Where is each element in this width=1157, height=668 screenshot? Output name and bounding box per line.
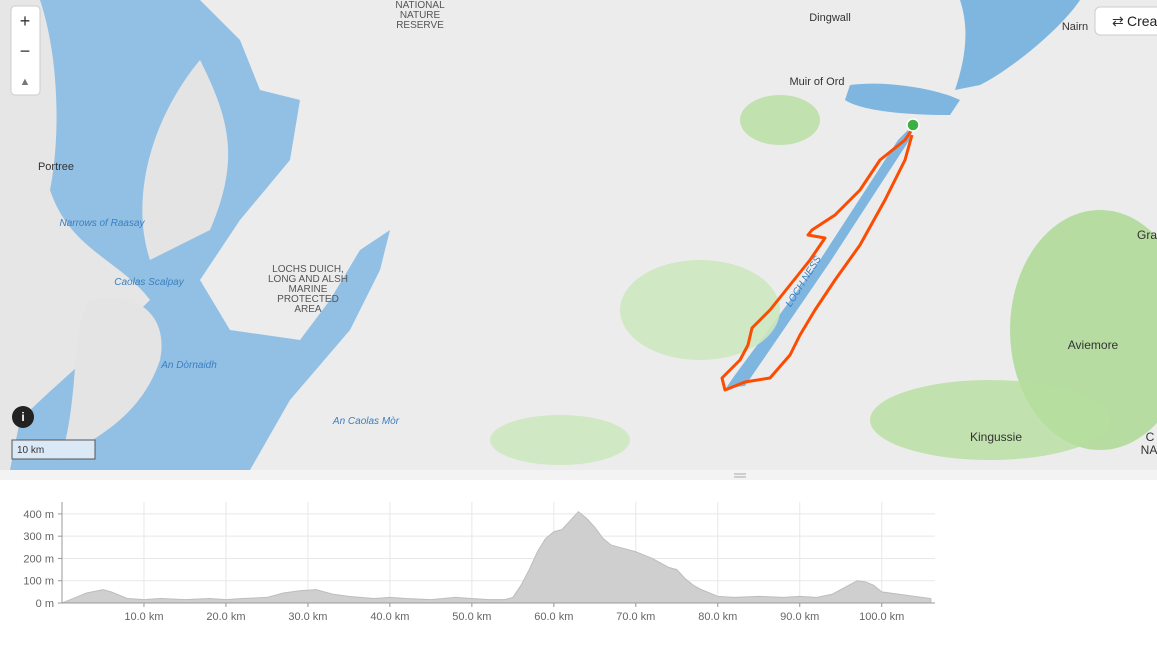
y-tick-label: 400 m [23, 509, 54, 521]
map-label: Caolas Scalpay [114, 277, 184, 288]
x-tick-label: 80.0 km [698, 611, 737, 623]
map-label-line: Caolas Scalpay [114, 277, 184, 288]
map-label: Aviemore [1068, 338, 1119, 352]
map-label-line: NA [1141, 443, 1157, 457]
x-tick-label: 90.0 km [780, 611, 819, 623]
map-label-line: Aviemore [1068, 338, 1119, 352]
map-label-line: MARINE [289, 284, 328, 295]
info-icon[interactable]: i [21, 410, 24, 424]
x-tick-label: 40.0 km [370, 611, 409, 623]
map-label: An Dòrnaidh [160, 360, 217, 371]
map-label: Gra [1137, 228, 1157, 242]
map-label: Kingussie [970, 430, 1022, 444]
info-button[interactable] [12, 406, 34, 428]
x-tick-label: 100.0 km [859, 611, 904, 623]
map-label-line: LOCHS DUICH, [272, 264, 344, 275]
y-tick-label: 300 m [23, 531, 54, 543]
compass[interactable]: ▲ [20, 76, 31, 88]
map-label: NATIONAL NATURE RESERVE [395, 0, 445, 31]
map-label-line: Gra [1137, 228, 1157, 242]
map [0, 0, 1157, 470]
map-label: C [1146, 430, 1155, 444]
map-label-line: Dingwall [809, 12, 851, 24]
divider[interactable] [0, 470, 1157, 480]
y-tick-label: 0 m [36, 598, 54, 610]
create-icon: ⇄ [1112, 13, 1124, 29]
x-tick-label: 20.0 km [206, 611, 245, 623]
x-tick-label: 70.0 km [616, 611, 655, 623]
map-label: Narrows of Raasay [59, 218, 145, 229]
elevation-chart: 0 m 100 m 200 m 300 m 400 m 10.0 km 20.0 km 30.… [23, 502, 935, 623]
map-label-line: Nairn [1062, 21, 1088, 33]
map-label: An Caolas Mòr [332, 416, 400, 427]
map-label-line: LONG AND ALSH [268, 274, 348, 285]
zoom-in[interactable]: + [20, 11, 31, 31]
map-label-line: C [1146, 430, 1155, 444]
map-label-line: Muir of Ord [789, 76, 844, 88]
map-label-line: An Dòrnaidh [160, 360, 217, 371]
scale-bar [11, 439, 96, 460]
map-label-line: PROTECTED [277, 294, 339, 305]
elevation-area [61, 510, 932, 604]
map-label: Nairn [1062, 21, 1088, 33]
map-label-line: Portree [38, 161, 74, 173]
map-label-line: RESERVE [396, 20, 444, 31]
map-label: Portree [38, 161, 74, 173]
map-label-line: An Caolas Mòr [332, 416, 400, 427]
create-label[interactable]: Crea [1127, 13, 1157, 29]
y-tick-label: 100 m [23, 576, 54, 588]
map-label-line: NATURE [400, 10, 441, 21]
map-label-line: NATIONAL [395, 0, 445, 11]
map-label-line: Kingussie [970, 430, 1022, 444]
map-controls: + − ▲ i 10 km ⇄ Crea [10, 5, 1157, 460]
x-tick-label: 50.0 km [452, 611, 491, 623]
x-tick-label: 60.0 km [534, 611, 573, 623]
map-label: Muir of Ord [789, 76, 844, 88]
create-button[interactable] [1094, 6, 1157, 36]
y-tick-label: 200 m [23, 553, 54, 565]
map-label: LOCHS DUICH, LONG AND ALSH MARINE PROTECTED… [268, 264, 348, 315]
x-tick-label: 10.0 km [124, 611, 163, 623]
map-label-line: Narrows of Raasay [59, 218, 145, 229]
map-label: NA [1141, 443, 1157, 457]
map-label-line: AREA [294, 304, 322, 315]
x-tick-label: 30.0 km [288, 611, 327, 623]
map-label: Dingwall [809, 12, 851, 24]
zoom-out[interactable]: − [20, 41, 31, 61]
scale-label: 10 km [17, 445, 44, 456]
